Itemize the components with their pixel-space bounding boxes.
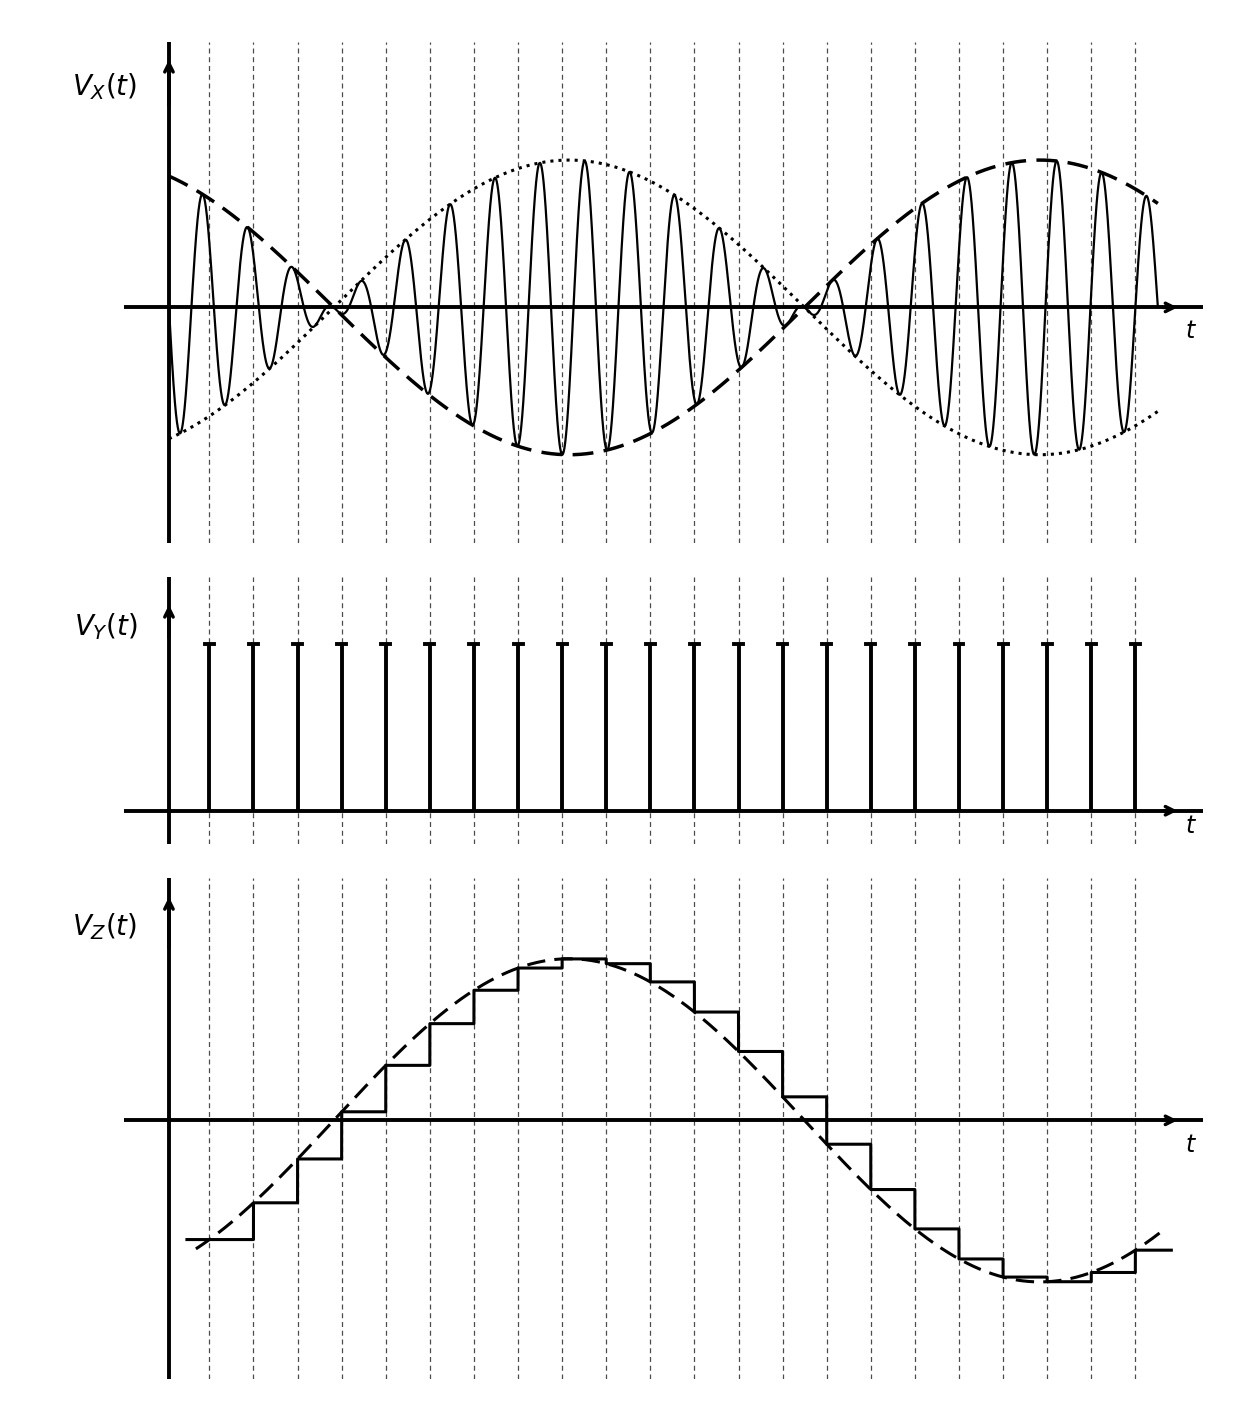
- Text: $V_Z(t)$: $V_Z(t)$: [72, 910, 138, 941]
- Text: $t$: $t$: [1184, 815, 1197, 839]
- Text: $V_Y(t)$: $V_Y(t)$: [73, 612, 138, 643]
- Text: $t$: $t$: [1184, 1133, 1197, 1157]
- Text: $V_X(t)$: $V_X(t)$: [72, 70, 138, 101]
- Text: $t$: $t$: [1184, 319, 1197, 343]
